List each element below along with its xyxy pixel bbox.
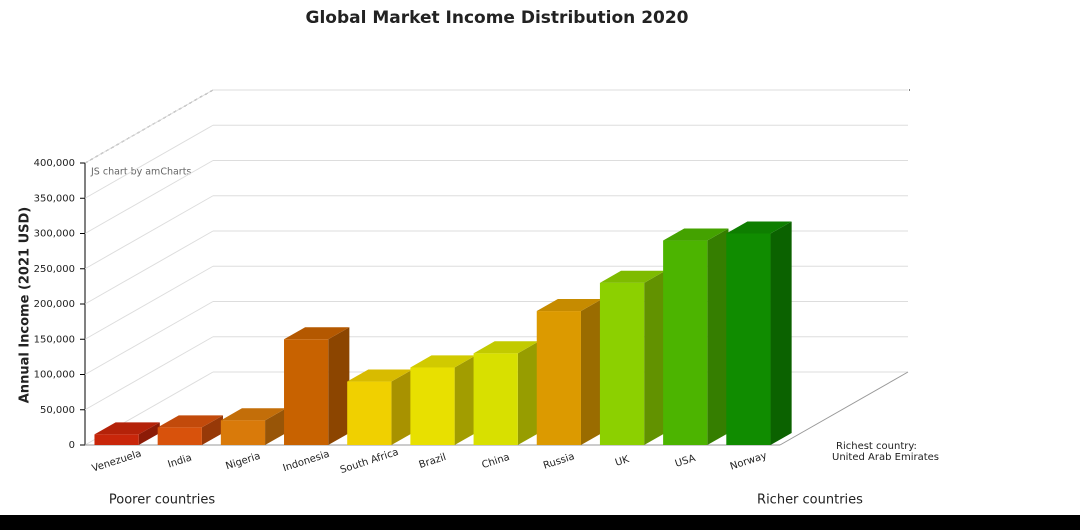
bar bbox=[726, 233, 771, 445]
y-tick-label: 50,000 bbox=[40, 405, 75, 416]
grid-line bbox=[84, 230, 214, 305]
bottom-bar bbox=[0, 515, 1080, 530]
x-tick-label: Norway bbox=[729, 450, 769, 472]
y-tick-label: 150,000 bbox=[34, 334, 75, 345]
bar bbox=[410, 367, 455, 445]
x-tick-label: Nigeria bbox=[224, 451, 261, 473]
floor-edge bbox=[779, 371, 909, 446]
x-tick-label: USA bbox=[674, 453, 697, 470]
bar-side bbox=[391, 369, 413, 445]
x-tick-label: Brazil bbox=[418, 452, 448, 471]
y-tick-label: 250,000 bbox=[34, 264, 75, 275]
y-tick-label: 400,000 bbox=[34, 158, 75, 169]
x-tick-label: Indonesia bbox=[282, 449, 331, 474]
bar-top bbox=[157, 415, 224, 428]
bar-side bbox=[454, 355, 476, 445]
bar-top bbox=[663, 228, 729, 241]
annotation: United Arab Emirates bbox=[832, 452, 939, 463]
y-tick-label: 350,000 bbox=[34, 193, 75, 204]
bar bbox=[94, 434, 139, 445]
grid-line bbox=[84, 265, 214, 340]
bar-side bbox=[328, 327, 350, 445]
bar bbox=[599, 282, 645, 445]
bar-side bbox=[265, 408, 287, 445]
bar-top bbox=[347, 369, 413, 382]
bar-side bbox=[707, 228, 729, 445]
chart-title: Global Market Income Distribution 2020 bbox=[305, 8, 688, 28]
y-tick-label: 0 bbox=[69, 440, 75, 451]
bar bbox=[663, 240, 708, 445]
bar-side bbox=[770, 221, 792, 445]
bar-side bbox=[580, 299, 603, 445]
x-tick-label: Venezuela bbox=[91, 448, 143, 474]
bar bbox=[284, 339, 329, 445]
x-tick-label: India bbox=[167, 452, 194, 470]
right-note: Richer countries bbox=[757, 493, 863, 508]
grid-line bbox=[84, 301, 214, 375]
grid-line bbox=[84, 124, 214, 199]
y-tick-label: 300,000 bbox=[34, 229, 75, 240]
bar-side bbox=[517, 341, 539, 445]
bar-top bbox=[94, 422, 160, 435]
bar-side bbox=[201, 415, 224, 445]
bar-top bbox=[536, 299, 603, 312]
grid-line bbox=[84, 89, 214, 164]
x-tick-label: China bbox=[481, 452, 512, 471]
bar-top bbox=[473, 341, 539, 354]
bar bbox=[347, 381, 392, 445]
x-tick-label: South Africa bbox=[339, 447, 400, 476]
credit: JS chart by amCharts bbox=[90, 167, 191, 178]
bar-top bbox=[220, 408, 287, 421]
bar bbox=[536, 311, 581, 445]
bar bbox=[220, 420, 266, 445]
y-tick-label: 100,000 bbox=[34, 370, 75, 381]
bar-top bbox=[410, 355, 476, 368]
x-tick-label: UK bbox=[614, 454, 631, 469]
x-tick-label: Russia bbox=[542, 451, 576, 471]
bar-top bbox=[284, 327, 350, 340]
bar-side bbox=[138, 422, 160, 445]
annotation: Richest country: bbox=[836, 441, 917, 452]
grid-line bbox=[84, 195, 214, 270]
y-tick-label: 200,000 bbox=[34, 299, 75, 310]
bar bbox=[157, 427, 202, 445]
bar-top bbox=[726, 221, 792, 234]
bar-side bbox=[644, 270, 666, 445]
grid-line bbox=[84, 160, 214, 234]
grid-line bbox=[84, 336, 214, 411]
y-axis-label: Annual Income (2021 USD) bbox=[18, 207, 33, 404]
left-note: Poorer countries bbox=[109, 493, 215, 508]
bar bbox=[473, 353, 518, 445]
bar-top bbox=[599, 270, 666, 283]
